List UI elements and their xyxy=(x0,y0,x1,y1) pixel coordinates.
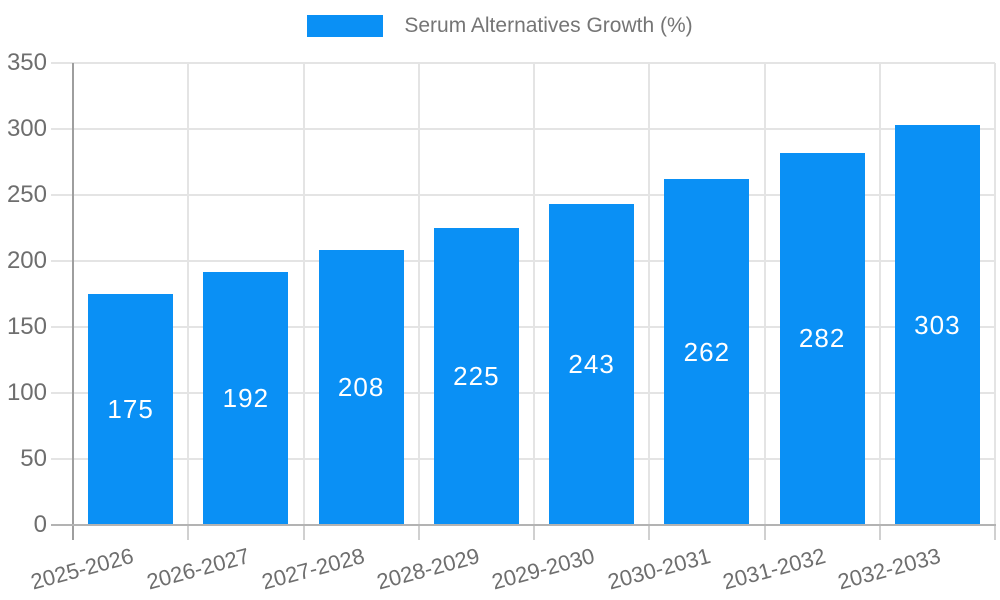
bar[interactable]: 262 xyxy=(664,179,750,524)
y-axis-label: 0 xyxy=(33,511,47,538)
gridline-horizontal xyxy=(51,392,995,394)
gridline-horizontal xyxy=(51,458,995,460)
gridline-horizontal xyxy=(51,326,995,328)
x-axis-tick xyxy=(994,526,996,540)
y-axis-label: 150 xyxy=(6,313,47,340)
y-axis-label: 300 xyxy=(6,115,47,142)
bar[interactable]: 303 xyxy=(894,125,980,524)
x-axis-label: 2029-2030 xyxy=(489,543,598,595)
bar-value-label: 208 xyxy=(337,372,385,403)
gridline-horizontal xyxy=(51,128,995,130)
gridline-vertical xyxy=(533,63,535,525)
gridline-vertical xyxy=(187,63,189,525)
x-axis-tick xyxy=(418,526,420,540)
bar[interactable]: 243 xyxy=(549,204,635,524)
bar[interactable]: 208 xyxy=(318,250,404,524)
y-axis-label: 350 xyxy=(6,49,47,76)
legend-swatch-icon xyxy=(307,15,384,37)
chart-legend[interactable]: Serum Alternatives Growth (%) xyxy=(0,14,1000,38)
bar-value-label: 175 xyxy=(107,394,154,424)
bar[interactable]: 192 xyxy=(203,271,289,524)
x-axis-line xyxy=(51,524,996,526)
gridline-vertical xyxy=(764,63,766,525)
x-axis-label: 2025-2026 xyxy=(28,543,137,595)
bar-value-label: 243 xyxy=(568,349,615,380)
bar-value-label: 282 xyxy=(798,323,846,354)
gridline-vertical xyxy=(418,63,420,525)
bar-value-label: 262 xyxy=(683,336,731,367)
x-axis-tick xyxy=(303,526,305,540)
bar-value-label: 192 xyxy=(222,382,270,413)
x-axis-tick xyxy=(879,526,881,540)
x-axis-tick xyxy=(648,526,650,540)
y-axis-label: 100 xyxy=(6,379,47,406)
bar[interactable]: 175 xyxy=(88,294,174,524)
gridline-vertical xyxy=(994,63,996,525)
x-axis-tick xyxy=(764,526,766,540)
legend-label: Serum Alternatives Growth (%) xyxy=(404,14,693,37)
x-axis-tick xyxy=(187,526,189,540)
gridline-horizontal xyxy=(51,62,995,64)
gridline-vertical xyxy=(303,63,305,525)
x-axis-label: 2030-2031 xyxy=(604,543,713,595)
gridline-vertical xyxy=(879,63,881,525)
x-axis-label: 2031-2032 xyxy=(719,543,829,595)
x-axis-label: 2032-2033 xyxy=(835,543,944,595)
bar-value-label: 225 xyxy=(453,361,500,391)
bar-value-label: 303 xyxy=(914,309,961,340)
x-axis-label: 2027-2028 xyxy=(258,543,368,595)
y-axis-label: 200 xyxy=(6,247,47,274)
gridline-vertical xyxy=(648,63,650,525)
y-axis-label: 50 xyxy=(20,445,47,472)
gridline-horizontal xyxy=(51,260,995,262)
bar[interactable]: 282 xyxy=(779,152,865,524)
x-axis-label: 2026-2027 xyxy=(143,543,252,595)
gridline-horizontal xyxy=(51,194,995,196)
y-axis-line xyxy=(72,63,74,540)
x-axis-tick xyxy=(533,526,535,540)
x-axis-label: 2028-2029 xyxy=(374,543,483,595)
bar[interactable]: 225 xyxy=(433,228,519,524)
y-axis-label: 250 xyxy=(6,181,47,208)
